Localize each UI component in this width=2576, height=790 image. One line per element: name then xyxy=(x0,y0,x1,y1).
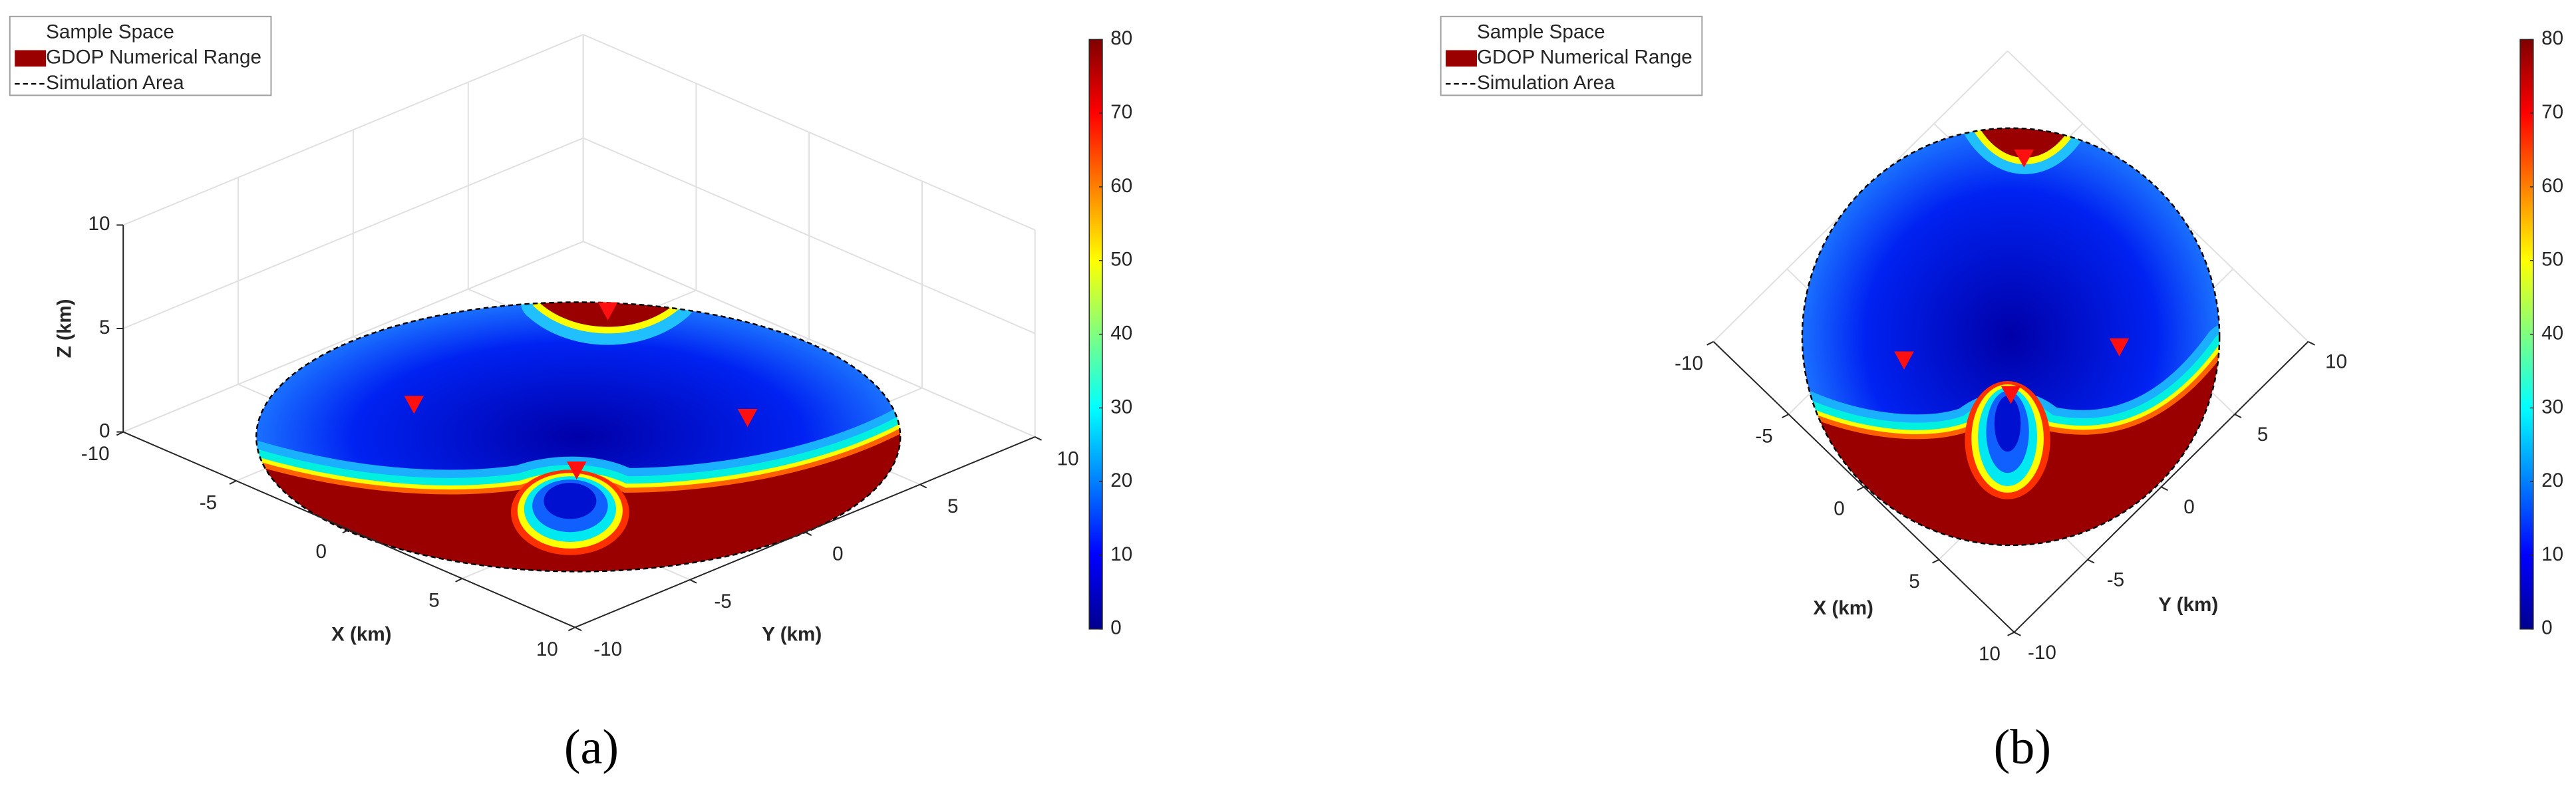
simulation-area xyxy=(255,301,901,573)
colorbar-tick-label: 80 xyxy=(2541,27,2563,49)
caption: (a) xyxy=(564,720,619,775)
x-axis-label: X (km) xyxy=(331,624,392,646)
x-tick xyxy=(567,626,575,632)
axes-overlay: -10 -5 0 5 10 -10 -5 0 5 10 0 5 10 Z (km) X (km) Y (km)… xyxy=(9,15,1132,775)
y-tick xyxy=(2308,340,2315,346)
y-tick-label: -10 xyxy=(593,638,622,660)
x-tick xyxy=(229,480,237,485)
y-axis-label: Y (km) xyxy=(762,624,822,646)
legend-label: GDOP Numerical Range xyxy=(1477,47,1692,68)
colorbar-tick-label: 40 xyxy=(2541,322,2563,344)
colorbar-tick-label: 50 xyxy=(2541,249,2563,271)
colorbar-tick-label: 30 xyxy=(2541,396,2563,418)
x-tick-label: 0 xyxy=(1834,498,1844,520)
z-tick-label: 10 xyxy=(88,213,110,235)
colorbar-tick-label: 10 xyxy=(1110,543,1132,565)
y-tick-label: -10 xyxy=(2028,642,2056,664)
caption: (b) xyxy=(1994,720,2051,775)
x-tick-label: 5 xyxy=(428,589,439,611)
x-tick xyxy=(455,578,462,583)
legend-label: GDOP Numerical Range xyxy=(46,47,261,68)
z-tick-label: 5 xyxy=(99,317,110,338)
legend-box xyxy=(9,15,272,96)
x-tick-label: -5 xyxy=(200,491,217,513)
y-tick xyxy=(2161,486,2168,491)
colorbar-tick-label: 30 xyxy=(1110,396,1132,418)
axes-overlay: -10 -5 0 5 10 -10 -5 0 5 10 X (km) Y (km) Sample Spa… xyxy=(1440,15,2563,775)
y-tick xyxy=(919,483,927,489)
simulation-area xyxy=(1801,127,2221,547)
stations xyxy=(404,302,758,480)
y-tick xyxy=(804,531,812,537)
y-tick xyxy=(1035,436,1043,441)
x-tick xyxy=(1857,486,1864,491)
colorbar-tick-label: 20 xyxy=(2541,469,2563,491)
x-tick-label: 5 xyxy=(1909,571,1919,592)
colorbar-tick-label: 70 xyxy=(1110,101,1132,123)
x-tick-label: 10 xyxy=(1979,643,2001,665)
z-axis-label: Z (km) xyxy=(54,299,76,358)
legend-label: Simulation Area xyxy=(1477,72,1615,94)
legend-swatch xyxy=(1446,50,1477,67)
colorbar-tick-label: 40 xyxy=(1110,322,1132,344)
y-axis-label: Y (km) xyxy=(2158,594,2218,616)
colorbar-tick-label: 20 xyxy=(1110,469,1132,491)
y-tick xyxy=(2087,559,2095,564)
stations xyxy=(1894,149,2130,404)
x-tick-label: 0 xyxy=(316,541,327,563)
y-tick-label: 5 xyxy=(2257,424,2268,446)
legend-label: Sample Space xyxy=(46,21,174,43)
y-tick-label: 0 xyxy=(2183,496,2194,518)
y-tick xyxy=(574,626,582,632)
colorbar-tick-label: 60 xyxy=(1110,175,1132,197)
colorbar-tick-label: 50 xyxy=(1110,249,1132,271)
y-tick-label: 10 xyxy=(1057,448,1079,469)
x-tick-label: 10 xyxy=(536,638,558,660)
colorbar-tick-label: 80 xyxy=(1110,27,1132,49)
x-axis-label: X (km) xyxy=(1813,597,1873,619)
x-tick xyxy=(1932,559,1939,564)
y-tick xyxy=(2234,414,2242,418)
colorbar-tick-label: 10 xyxy=(2541,543,2563,565)
y-tick xyxy=(689,579,697,584)
legend-box xyxy=(1440,15,1703,96)
x-tick-label: -5 xyxy=(1755,425,1772,447)
x-tick xyxy=(342,529,350,534)
x-tick xyxy=(1782,414,1789,418)
y-tick-label: 5 xyxy=(947,495,958,517)
x-tick-label: -10 xyxy=(1675,352,1703,374)
gdop-surface xyxy=(1802,128,2220,545)
colorbar-tick-label: 0 xyxy=(1110,617,1121,639)
z-tick-label: 0 xyxy=(99,420,110,442)
x-tick xyxy=(2007,631,2014,636)
legend-label: Simulation Area xyxy=(46,72,184,94)
colorbar-tick-label: 60 xyxy=(2541,175,2563,197)
y-tick xyxy=(2014,631,2021,636)
y-tick-label: -5 xyxy=(2107,569,2124,591)
colorbar-tick-label: 70 xyxy=(2541,101,2563,123)
x-tick-label: -10 xyxy=(81,443,110,465)
legend-swatch xyxy=(15,50,47,67)
gdop-surface xyxy=(256,302,901,572)
colorbar-tick-label: 0 xyxy=(2541,617,2552,639)
y-tick-label: 0 xyxy=(832,543,843,565)
x-tick xyxy=(1706,340,1714,346)
legend-label: Sample Space xyxy=(1477,21,1605,43)
y-tick-label: -5 xyxy=(714,591,731,612)
y-tick-label: 10 xyxy=(2325,351,2347,373)
